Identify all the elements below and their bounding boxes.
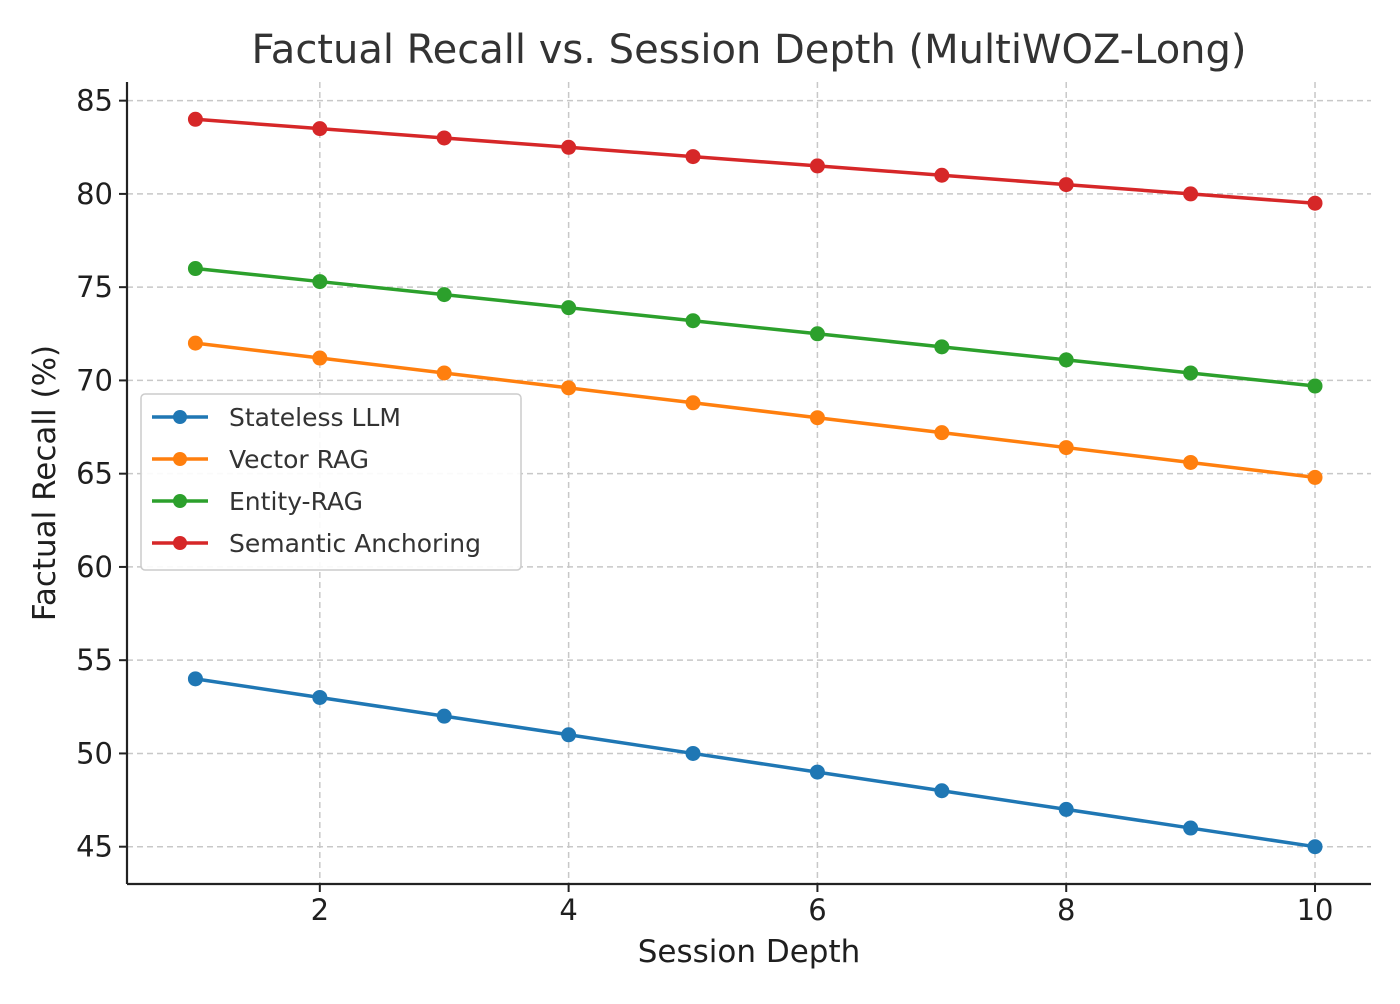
legend-marker <box>173 452 187 466</box>
y-axis-label: Factual Recall (%) <box>27 345 63 621</box>
data-point-vector-rag <box>934 425 950 441</box>
series-entity-rag <box>187 261 1323 394</box>
data-point-stateless-llm <box>436 708 452 724</box>
data-point-vector-rag <box>436 365 452 381</box>
data-point-stateless-llm <box>685 745 701 761</box>
legend-label: Semantic Anchoring <box>229 529 481 558</box>
y-tick-label: 80 <box>76 177 113 211</box>
legend-item-semantic-anchoring[interactable]: Semantic Anchoring <box>152 529 481 558</box>
data-point-stateless-llm <box>187 671 203 687</box>
data-point-vector-rag <box>685 395 701 411</box>
series-group <box>187 111 1323 855</box>
legend-marker <box>173 536 187 550</box>
chart-title: Factual Recall vs. Session Depth (MultiW… <box>251 27 1246 73</box>
y-tick-label: 70 <box>76 363 113 397</box>
x-tick-label: 4 <box>559 893 577 927</box>
data-point-stateless-llm <box>934 783 950 799</box>
x-tick-label: 10 <box>1297 893 1334 927</box>
data-point-vector-rag <box>1183 454 1199 470</box>
legend-frame <box>140 393 522 571</box>
data-point-semantic-anchoring <box>312 121 328 137</box>
legend-item-stateless-llm[interactable]: Stateless LLM <box>152 403 401 432</box>
data-point-entity-rag <box>312 274 328 290</box>
legend-label: Vector RAG <box>229 445 369 474</box>
data-point-vector-rag <box>1058 440 1074 456</box>
data-point-semantic-anchoring <box>809 158 825 174</box>
data-point-entity-rag <box>1058 352 1074 368</box>
y-tick-label: 55 <box>76 643 113 677</box>
data-point-entity-rag <box>685 313 701 329</box>
y-tick-label: 50 <box>76 736 113 770</box>
data-point-entity-rag <box>1183 365 1199 381</box>
data-point-vector-rag <box>312 350 328 366</box>
data-point-stateless-llm <box>809 764 825 780</box>
data-point-stateless-llm <box>1183 820 1199 836</box>
series-vector-rag <box>187 335 1323 485</box>
data-point-entity-rag <box>187 261 203 277</box>
x-axis-label: Session Depth <box>638 934 861 970</box>
data-point-entity-rag <box>561 300 577 316</box>
series-stateless-llm <box>187 671 1323 855</box>
y-tick-label: 75 <box>76 270 113 304</box>
data-point-entity-rag <box>934 339 950 355</box>
y-tick-label: 60 <box>76 550 113 584</box>
legend-marker <box>173 494 187 508</box>
data-point-semantic-anchoring <box>1058 177 1074 193</box>
grid <box>127 82 1371 884</box>
data-point-vector-rag <box>1307 469 1323 485</box>
series-line-stateless-llm <box>193 677 1317 849</box>
data-point-vector-rag <box>809 410 825 426</box>
axes <box>125 82 1371 886</box>
data-point-semantic-anchoring <box>561 139 577 155</box>
y-tick-label: 85 <box>76 84 113 118</box>
data-point-semantic-anchoring <box>934 167 950 183</box>
x-tick-label: 2 <box>311 893 329 927</box>
data-point-stateless-llm <box>561 727 577 743</box>
x-tick-label: 8 <box>1057 893 1075 927</box>
legend-item-entity-rag[interactable]: Entity-RAG <box>152 487 363 516</box>
data-point-semantic-anchoring <box>1183 186 1199 202</box>
legend-label: Entity-RAG <box>229 487 363 516</box>
data-point-semantic-anchoring <box>187 111 203 127</box>
data-point-semantic-anchoring <box>685 149 701 165</box>
series-semantic-anchoring <box>187 111 1323 211</box>
y-tick-label: 65 <box>76 457 113 491</box>
data-point-stateless-llm <box>312 689 328 705</box>
data-point-vector-rag <box>187 335 203 351</box>
data-point-entity-rag <box>1307 378 1323 394</box>
legend[interactable]: Stateless LLM Vector RAG Entity-RAG Sema… <box>140 393 522 571</box>
legend-item-vector-rag[interactable]: Vector RAG <box>152 445 369 474</box>
series-line-vector-rag <box>193 341 1317 480</box>
y-tick-label: 45 <box>76 830 113 864</box>
x-tick-label: 6 <box>808 893 826 927</box>
legend-label: Stateless LLM <box>229 403 401 432</box>
data-point-entity-rag <box>809 326 825 342</box>
data-point-entity-rag <box>436 287 452 303</box>
data-point-vector-rag <box>561 380 577 396</box>
series-line-entity-rag <box>193 266 1317 388</box>
legend-marker <box>173 410 187 424</box>
data-point-semantic-anchoring <box>1307 195 1323 211</box>
data-point-semantic-anchoring <box>436 130 452 146</box>
ticks: 2 4 6 8 10 45 50 55 60 65 70 75 80 85 <box>76 84 1333 927</box>
data-point-stateless-llm <box>1307 839 1323 855</box>
series-line-semantic-anchoring <box>193 117 1317 205</box>
data-point-stateless-llm <box>1058 801 1074 817</box>
